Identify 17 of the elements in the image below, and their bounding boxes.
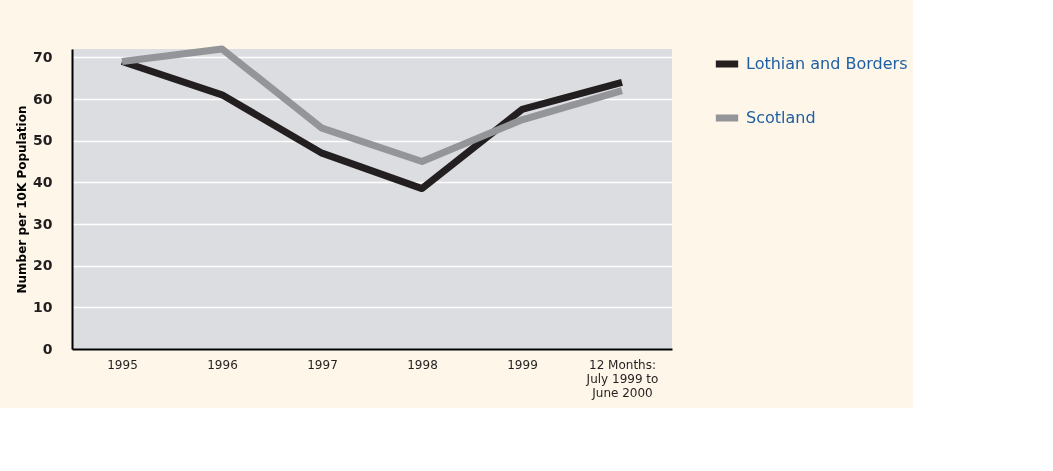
x-tick-label: 1995 <box>107 357 138 372</box>
y-tick-label: 0 <box>42 340 53 357</box>
y-tick-label: 40 <box>33 173 53 190</box>
y-tick-label: 60 <box>33 90 53 107</box>
x-tick-label: 1999 <box>507 357 538 372</box>
x-tick-label: 1998 <box>407 357 438 372</box>
y-tick-label: 10 <box>33 298 53 315</box>
x-tick-label: 1996 <box>207 357 238 372</box>
y-tick-label: 30 <box>33 215 53 232</box>
y-tick-label: 20 <box>33 257 53 274</box>
y-tick-label: 70 <box>33 48 53 65</box>
legend-label: Scotland <box>746 108 816 127</box>
x-tick-label: 1997 <box>307 357 338 372</box>
y-tick-label: 50 <box>33 132 53 149</box>
y-axis-title: Number per 10K Population <box>15 105 30 294</box>
x-tick-label: 12 Months: July 1999 to June 2000 <box>585 357 659 400</box>
legend-label: Lothian and Borders <box>746 54 908 73</box>
